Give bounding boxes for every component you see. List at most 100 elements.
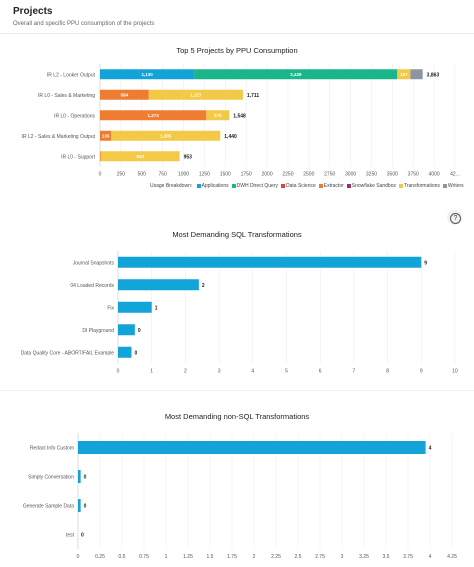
x-tick-label: 0.5: [119, 554, 126, 560]
x-tick-label: 8: [386, 369, 389, 375]
bar-segment-label: 157: [400, 72, 408, 77]
legend-swatch: [346, 183, 351, 188]
bar-total-label: 3,863: [427, 72, 440, 78]
x-tick-label: 500: [138, 172, 147, 178]
bar-segment: [194, 69, 398, 80]
chart-legend: Usage Breakdown: Applications DWH Direct …: [150, 183, 470, 193]
bar-segment-label: 1,127: [190, 93, 202, 98]
page-subtitle: Overall and specific PPU consumption of …: [13, 21, 155, 27]
legend-item[interactable]: DWH Direct Query: [231, 183, 279, 189]
x-tick-label: 2250: [282, 172, 293, 178]
header-divider: [0, 33, 474, 34]
legend-swatch: [196, 183, 201, 188]
bar-value-label: 0: [84, 504, 87, 510]
x-tick-label: 0: [99, 172, 102, 178]
legend-title: Usage Breakdown:: [150, 183, 193, 189]
bar-total-label: 1,440: [224, 134, 237, 140]
bar-segment: [111, 130, 221, 141]
legend-item[interactable]: Transformations: [398, 183, 440, 189]
bar-value-label: 2: [202, 283, 205, 289]
x-tick-label: 1750: [241, 172, 252, 178]
bar: [118, 301, 152, 313]
x-tick-label: 3: [218, 369, 221, 375]
bar-segment: [397, 69, 411, 80]
bar-segment-label: 584: [121, 93, 129, 98]
bar-segment-label: 1,130: [142, 72, 154, 77]
bar: [78, 499, 81, 512]
legend-label: DWH Direct Query: [236, 183, 279, 189]
chart-title-non-sql-transformations: Most Demanding non-SQL Transformations: [164, 412, 310, 421]
bar: [78, 441, 426, 454]
bar-segment-label: 275: [214, 113, 222, 118]
x-tick-label: 3750: [408, 172, 419, 178]
question-circle-icon[interactable]: ?: [450, 213, 461, 224]
x-tick-label: 4: [429, 554, 432, 560]
x-tick-label: 2: [184, 369, 187, 375]
y-tick-label: 04 Loaded Records: [70, 283, 114, 289]
x-tick-label: 1.5: [207, 554, 214, 560]
x-tick-label: 42...: [450, 172, 460, 178]
x-tick-label: 2.75: [315, 554, 325, 560]
x-tick-label: 1000: [178, 172, 189, 178]
y-tick-label: Fix: [107, 305, 114, 311]
x-tick-label: 2500: [303, 172, 314, 178]
bar: [118, 346, 132, 358]
x-tick-label: 5: [285, 369, 288, 375]
bar-total-label: 953: [184, 154, 193, 160]
x-tick-label: 3500: [387, 172, 398, 178]
bar-segment-label: 2,429: [290, 72, 302, 77]
bar-value-label: 9: [424, 260, 427, 266]
bar-value-label: 4: [429, 446, 432, 452]
y-tick-label: DI Playground: [82, 328, 114, 334]
legend-swatch: [281, 183, 286, 188]
bar-value-label: 0: [134, 350, 137, 356]
bar: [118, 324, 135, 336]
bar-segment: [206, 110, 230, 121]
bar-segment-label: 1,273: [148, 113, 160, 118]
chart-top-projects: 0 250 500 750 1000 1250 1500 1750 2000 2250 2500 27…: [22, 64, 460, 178]
legend-item[interactable]: Applications: [196, 183, 229, 189]
y-tick-label: Data Quality Core - ABORT/FAIL Example: [21, 350, 115, 356]
y-tick-label: Generate Sample Data: [23, 504, 74, 510]
bar: [78, 470, 81, 483]
legend-label: Snowflake Sandbox: [351, 183, 396, 189]
x-tick-label: 1250: [199, 172, 210, 178]
x-tick-label: 3.75: [403, 554, 413, 560]
x-tick-label: 0: [77, 554, 80, 560]
y-tick-label: IR L2 - Looker Output: [47, 72, 96, 78]
legend-item[interactable]: Writers: [442, 183, 464, 189]
x-tick-label: 4000: [429, 172, 440, 178]
bar-segment-label: 135: [102, 134, 110, 139]
bar-segment: [100, 69, 195, 80]
legend-swatch: [231, 183, 236, 188]
legend-swatch: [442, 183, 447, 188]
x-tick-label: 1.25: [183, 554, 193, 560]
legend-item[interactable]: Extractor: [318, 183, 344, 189]
chart-non-sql-transformations: 0 0.25 0.5 0.75 1 1.25 1.5 1.75 2 2.25 2.5 2.75 3 3.2…: [23, 433, 457, 560]
bar-value-label: 0: [81, 533, 84, 539]
x-tick-label: 2.25: [271, 554, 281, 560]
y-tick-label: Journal Snapshots: [73, 260, 115, 266]
legend-swatch: [398, 183, 403, 188]
legend-swatch: [318, 183, 323, 188]
x-tick-label: 4: [251, 369, 254, 375]
x-tick-label: 3250: [366, 172, 377, 178]
x-tick-label: 750: [158, 172, 167, 178]
bar-value-label: 0: [84, 475, 87, 481]
legend-item[interactable]: Snowflake Sandbox: [346, 183, 396, 189]
x-tick-label: 0.75: [139, 554, 149, 560]
chart-title-top-projects: Top 5 Projects by PPU Consumption: [176, 46, 298, 55]
legend-item[interactable]: Data Science: [281, 183, 316, 189]
x-tick-label: 2.5: [295, 554, 302, 560]
x-tick-label: 1.75: [227, 554, 237, 560]
legend-label: Extractor: [323, 183, 344, 189]
bar: [118, 256, 422, 268]
x-tick-label: 0: [117, 369, 120, 375]
x-tick-label: 2000: [261, 172, 272, 178]
legend-label: Transformations: [403, 183, 440, 189]
bar-segment: [100, 89, 149, 100]
x-tick-label: 3000: [345, 172, 356, 178]
bar: [118, 279, 199, 291]
x-tick-label: 9: [420, 369, 423, 375]
x-tick-label: 10: [452, 369, 458, 375]
